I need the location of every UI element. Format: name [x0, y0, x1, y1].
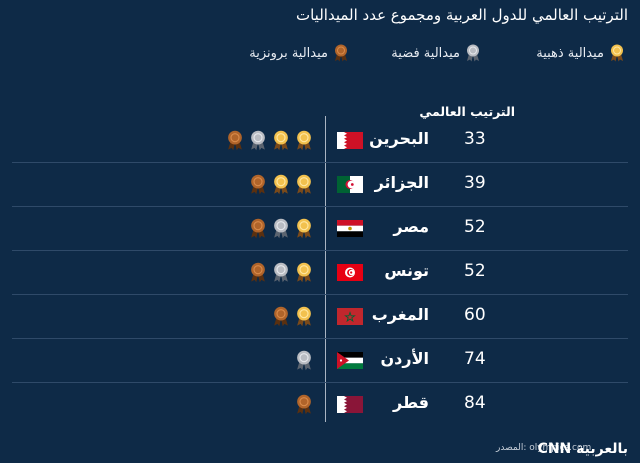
rank-value: 39 [464, 173, 486, 193]
source-note: olympics.com :المصدر [496, 443, 592, 453]
bronze-medal-icon [296, 394, 312, 419]
bronze-medal-icon [335, 44, 347, 62]
silver-medal-icon [273, 218, 289, 243]
gold-medal-icon [296, 174, 312, 199]
rank-value: 60 [464, 305, 486, 325]
rank-value: 84 [464, 393, 486, 413]
legend-silver: ميدالية فضية [391, 44, 480, 62]
legend-gold-label: ميدالية ذهبية [536, 45, 604, 61]
bronze-medal-icon [227, 130, 243, 155]
row-separator [12, 250, 628, 251]
country-name: البحرين [369, 129, 429, 148]
silver-medal-icon [467, 44, 479, 62]
row-separator [12, 382, 628, 383]
bronze-medal-icon [250, 174, 266, 199]
gold-medal-icon [273, 130, 289, 155]
country-name: تونس [384, 261, 429, 280]
legend-silver-label: ميدالية فضية [391, 45, 460, 61]
rank-value: 74 [464, 349, 486, 369]
legend-gold: ميدالية ذهبية [536, 44, 624, 62]
bronze-medal-icon [273, 306, 289, 331]
row-separator [12, 294, 628, 295]
legend-bronze: ميدالية برونزية [249, 44, 348, 62]
chart-title: الترتيب العالمي للدول العربية ومجموع عدد… [295, 6, 628, 24]
algeria-flag-icon [337, 175, 363, 193]
silver-medal-icon [296, 350, 312, 375]
bronze-medal-icon [250, 218, 266, 243]
egypt-flag-icon [337, 219, 363, 237]
gold-medal-icon [296, 306, 312, 331]
gold-medal-icon [296, 218, 312, 243]
rank-value: 33 [464, 129, 486, 149]
gold-medal-icon [273, 174, 289, 199]
rank-value: 52 [464, 217, 486, 237]
legend-bronze-label: ميدالية برونزية [249, 45, 328, 61]
bronze-medal-icon [250, 262, 266, 287]
silver-medal-icon [250, 130, 266, 155]
country-name: الأردن [380, 349, 429, 368]
morocco-flag-icon [337, 307, 363, 325]
qatar-flag-icon [337, 395, 363, 413]
gold-medal-icon [296, 262, 312, 287]
row-separator [12, 162, 628, 163]
rank-column-header: الترتيب العالمي [419, 104, 515, 119]
row-separator [12, 206, 628, 207]
cnn-logo: CNN بالعربية [537, 441, 628, 457]
jordan-flag-icon [337, 351, 363, 369]
country-name: الجزائر [374, 173, 429, 192]
tunisia-flag-icon [337, 263, 363, 281]
country-name: قطر [392, 393, 429, 412]
row-separator [12, 338, 628, 339]
country-name: المغرب [371, 305, 429, 324]
country-name: مصر [393, 217, 429, 236]
silver-medal-icon [273, 262, 289, 287]
rank-value: 52 [464, 261, 486, 281]
column-divider [325, 116, 326, 422]
gold-medal-icon [611, 44, 623, 62]
bahrain-flag-icon [337, 131, 363, 149]
gold-medal-icon [296, 130, 312, 155]
